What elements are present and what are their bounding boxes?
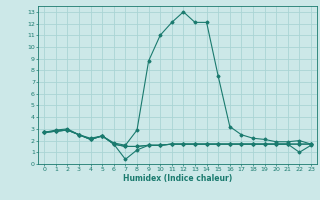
X-axis label: Humidex (Indice chaleur): Humidex (Indice chaleur): [123, 174, 232, 183]
